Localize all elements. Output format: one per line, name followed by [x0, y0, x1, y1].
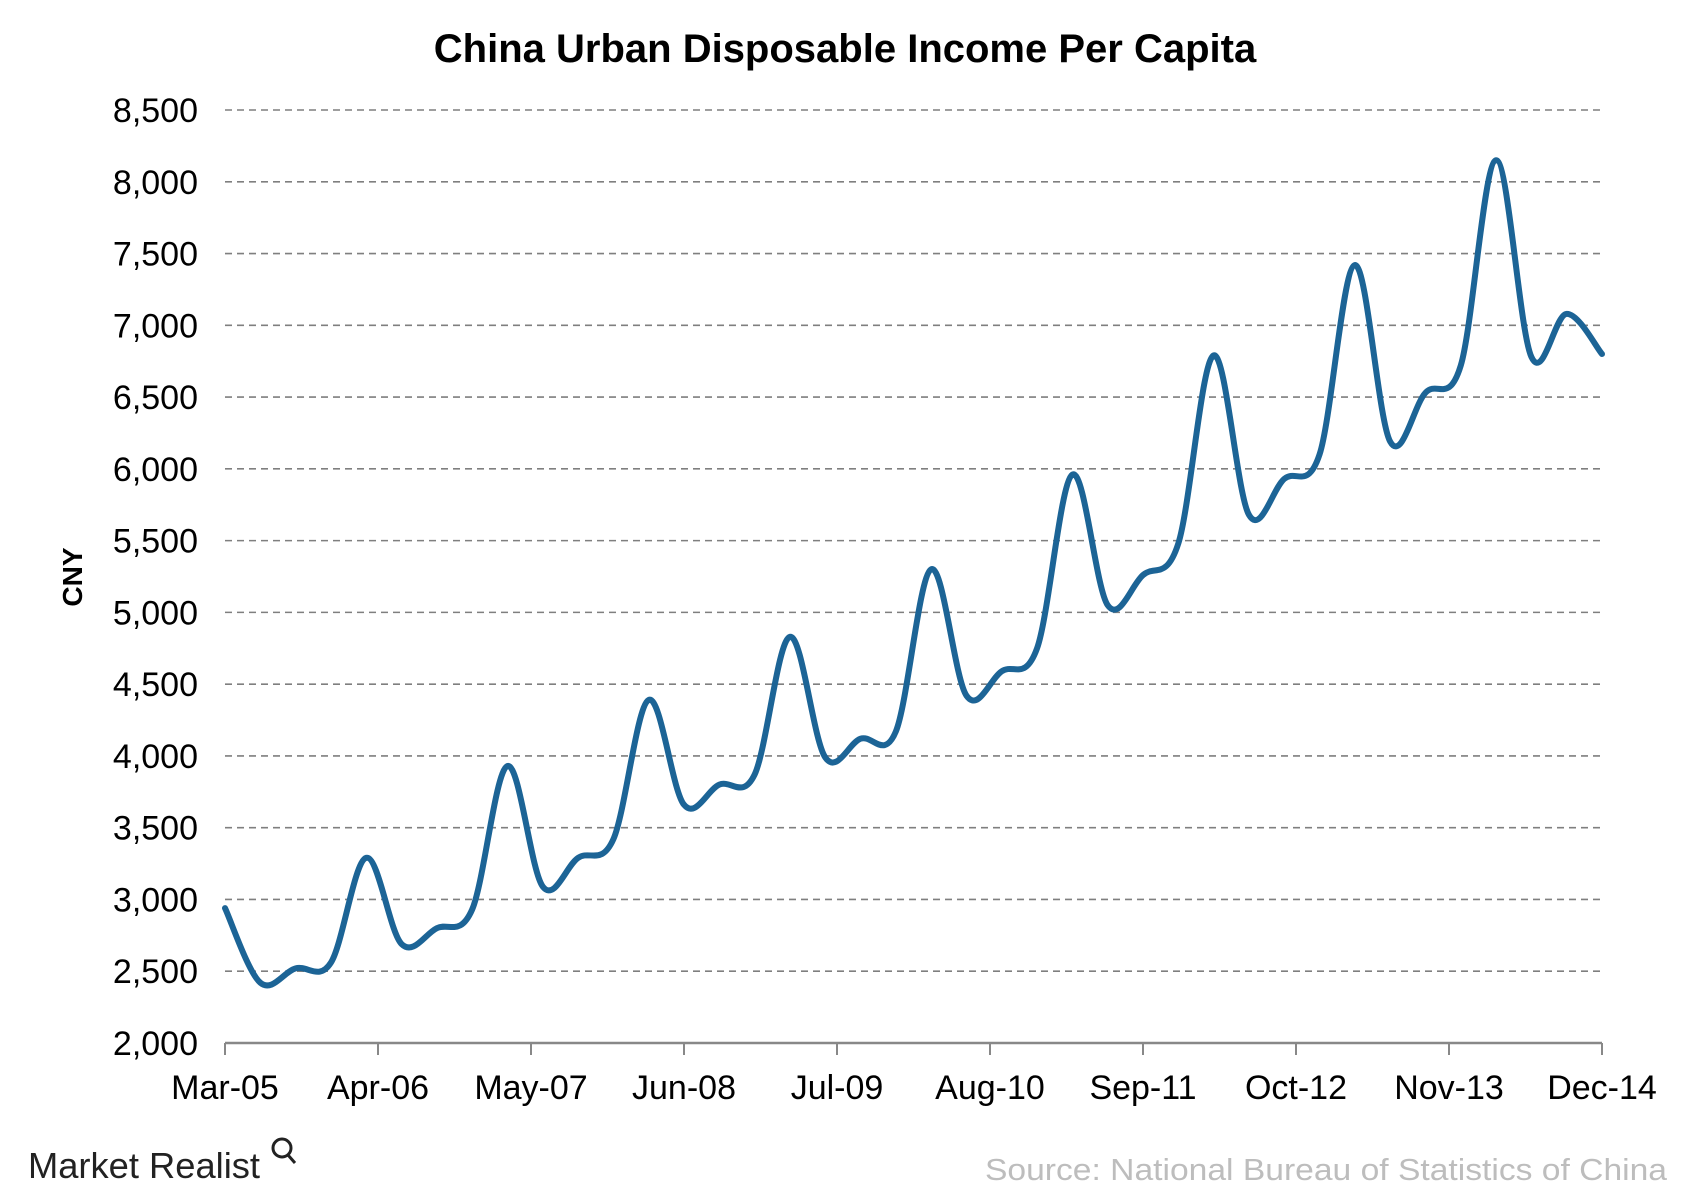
y-tick-label: 2,000 [113, 1025, 198, 1063]
x-tick-label: Sep-11 [1089, 1069, 1196, 1107]
source-note: Source: National Bureau of Statistics of… [985, 1152, 1668, 1187]
y-tick-label: 3,000 [113, 881, 198, 919]
chart-title: China Urban Disposable Income Per Capita [434, 27, 1257, 71]
y-tick-label: 6,000 [113, 451, 198, 489]
y-tick-label: 2,500 [113, 953, 198, 991]
y-tick-label: 3,500 [113, 810, 198, 848]
x-tick-label: Mar-05 [171, 1069, 279, 1107]
gridlines [225, 109, 1602, 973]
x-tick-label: Aug-10 [935, 1069, 1045, 1107]
x-tick-label: Dec-14 [1547, 1069, 1657, 1107]
y-tick-label: 4,500 [113, 666, 198, 704]
y-tick-label: 8,500 [113, 92, 198, 130]
y-tick-label: 6,500 [113, 379, 198, 417]
x-tick-label: May-07 [474, 1069, 587, 1107]
x-tick-label: Apr-06 [327, 1069, 429, 1107]
y-tick-label: 7,500 [113, 236, 198, 274]
y-tick-label: 5,000 [113, 594, 198, 632]
market-realist-logo: Market Realist [28, 1137, 297, 1186]
magnifier-handle [286, 1154, 297, 1164]
series-line [222, 157, 1605, 989]
x-axis: Mar-05 Apr-06 May-07 Jun-08 Jul-09 Aug-10 Sep-… [171, 1041, 1657, 1107]
y-axis: 2,000 2,500 3,000 3,500 4,000 4,500 5,000 5,500… [113, 92, 198, 1063]
x-tick-label: Oct-12 [1245, 1069, 1347, 1107]
y-tick-label: 4,000 [113, 738, 198, 776]
y-tick-label: 8,000 [113, 164, 198, 202]
y-axis-label: CNY [57, 547, 88, 606]
y-tick-label: 5,500 [113, 523, 198, 561]
y-tick-label: 7,000 [113, 307, 198, 345]
logo-text: Market Realist [28, 1145, 260, 1186]
x-tick-label: Jun-08 [632, 1069, 736, 1107]
x-tick-label: Nov-13 [1394, 1069, 1504, 1107]
x-tick-label: Jul-09 [791, 1069, 884, 1107]
magnifier-icon [271, 1137, 293, 1159]
